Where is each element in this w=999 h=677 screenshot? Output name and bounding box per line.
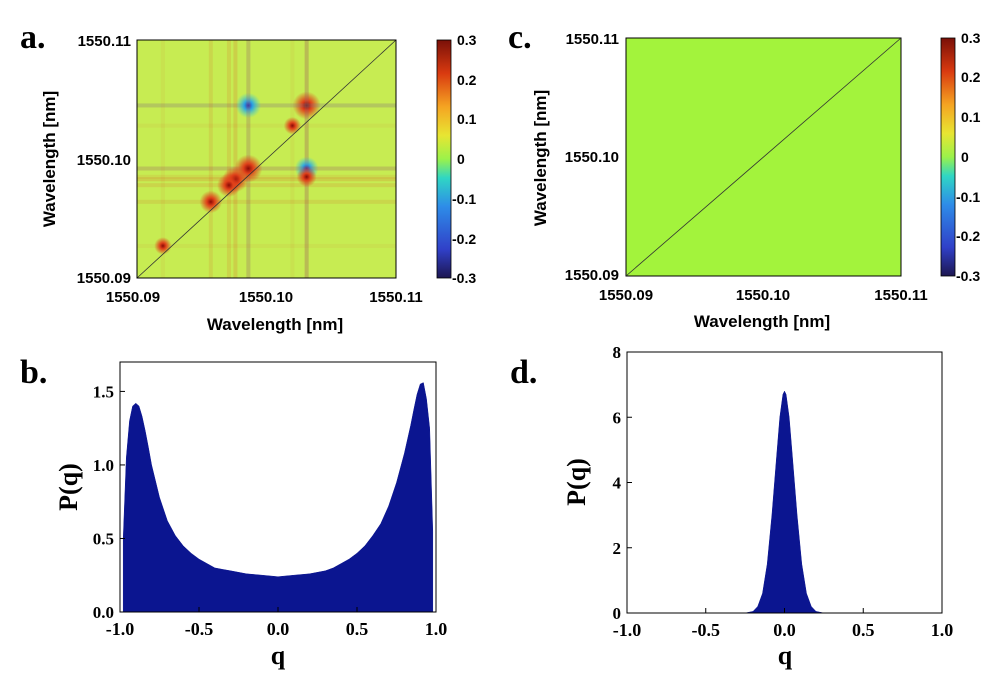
c-ytick-top: 1550.11 — [566, 31, 619, 48]
b-ylabel: P(q) — [54, 463, 83, 511]
panel-label-b: b. — [20, 354, 47, 391]
colorbar-c-tick: 0.3 — [961, 30, 981, 46]
a-xlabel: Wavelength [nm] — [207, 315, 343, 334]
panel-label-a: a. — [20, 19, 46, 56]
y-tick-label: 0 — [613, 604, 622, 623]
x-tick-label: 1.0 — [931, 620, 954, 640]
a-xtick-left: 1550.09 — [106, 289, 160, 306]
x-tick-label: -1.0 — [106, 619, 135, 639]
x-tick-label: 0.5 — [346, 619, 369, 639]
heatmap-a-streak — [290, 40, 295, 278]
heatmap-a-streak — [226, 40, 231, 278]
colorbar-a-tick: -0.2 — [452, 231, 476, 247]
heatmap-a-cell — [154, 237, 172, 255]
colorbar-a-tick: -0.1 — [452, 191, 476, 207]
heatmap-a-streak — [137, 103, 396, 108]
heatmap-a-streak — [137, 103, 396, 108]
heatmap-a-streak — [137, 183, 396, 188]
heatmap-c-diagonal — [625, 37, 902, 277]
x-tick-label: 1.0 — [425, 619, 448, 639]
heatmap-a-streak — [137, 199, 396, 204]
y-tick-label: 6 — [613, 408, 622, 427]
histogram-d-area — [745, 390, 824, 614]
heatmap-a-streak — [208, 40, 213, 278]
colorbar-c-tick: 0 — [961, 149, 969, 165]
colorbar-c-tick: 0.1 — [961, 109, 981, 125]
heatmap-a-streak — [304, 40, 309, 278]
heatmap-a-cell — [292, 91, 321, 120]
y-tick-label: 1.0 — [93, 456, 114, 475]
c-xtick-left: 1550.09 — [599, 287, 653, 304]
heatmap-c — [625, 37, 902, 277]
x-tick-label: 0.0 — [267, 619, 290, 639]
colorbar-a-tick: 0.1 — [457, 111, 477, 127]
colorbar-c: 0.3 0.2 0.1 0 -0.1 -0.2 -0.3 — [940, 30, 981, 284]
heatmap-a-streak — [137, 177, 396, 182]
b-xlabel: q — [271, 641, 286, 670]
c-ytick-bottom: 1550.09 — [565, 267, 619, 284]
heatmap-a-streak — [160, 40, 165, 278]
heatmap-a-frame — [136, 39, 397, 279]
d-xlabel: q — [778, 641, 793, 670]
colorbar-c-tick: -0.2 — [956, 228, 980, 244]
heatmap-a-cell — [217, 173, 241, 198]
colorbar-a-bar — [436, 39, 452, 279]
c-xtick-right: 1550.11 — [874, 287, 927, 304]
histogram-b: -1.0 -0.5 0.0 0.5 1.0 0.0 0.5 1.0 1.5 — [93, 361, 448, 639]
colorbar-c-bar — [940, 37, 956, 277]
panel-label-c: c. — [508, 19, 532, 56]
colorbar-a-tick: 0.2 — [457, 72, 477, 88]
a-ytick-bottom: 1550.09 — [77, 270, 131, 287]
heatmap-a — [136, 39, 397, 279]
heatmap-a-diagonal — [136, 39, 397, 279]
colorbar-a: 0.3 0.2 0.1 0 -0.1 -0.2 -0.3 — [436, 32, 477, 286]
a-xtick-right: 1550.11 — [369, 289, 422, 306]
a-xtick-mid: 1550.10 — [239, 289, 293, 306]
heatmap-a-cell — [296, 166, 317, 187]
heatmap-a-cell — [283, 116, 302, 135]
colorbar-c-tick: -0.1 — [956, 189, 980, 205]
heatmap-a-streak — [137, 166, 396, 171]
y-tick-label: 0.0 — [93, 603, 114, 622]
colorbar-c-tick: -0.3 — [956, 268, 980, 284]
x-tick-label: -0.5 — [692, 620, 721, 640]
histogram-b-area — [122, 382, 434, 613]
d-ylabel: P(q) — [562, 458, 591, 506]
panel-label-d: d. — [510, 354, 537, 391]
y-tick-label: 0.5 — [93, 529, 114, 548]
histogram-d: -1.0 -0.5 0.0 0.5 1.0 0 2 4 6 8 — [613, 343, 954, 640]
heatmap-a-streak — [137, 166, 396, 171]
colorbar-a-tick: 0 — [457, 151, 465, 167]
colorbar-c-tick: 0.2 — [961, 69, 981, 85]
y-tick-label: 8 — [613, 343, 622, 362]
heatmap-a-streak — [137, 243, 396, 248]
colorbar-a-tick: 0.3 — [457, 32, 477, 48]
colorbar-a-tick: -0.3 — [452, 270, 476, 286]
a-ytick-top: 1550.11 — [78, 33, 131, 50]
x-tick-label: 0.0 — [773, 620, 796, 640]
x-tick-label: -1.0 — [613, 620, 642, 640]
y-tick-label: 4 — [613, 474, 622, 493]
c-ytick-mid: 1550.10 — [565, 149, 619, 166]
y-tick-label: 2 — [613, 539, 622, 558]
c-xlabel: Wavelength [nm] — [694, 312, 830, 331]
c-ylabel: Wavelength [nm] — [531, 90, 550, 226]
x-tick-label: -0.5 — [185, 619, 214, 639]
x-tick-label: 0.5 — [852, 620, 875, 640]
a-ytick-mid: 1550.10 — [77, 152, 131, 169]
heatmap-a-cell — [199, 190, 223, 214]
heatmap-a-streak — [233, 40, 238, 278]
c-xtick-mid: 1550.10 — [736, 287, 790, 304]
a-ylabel: Wavelength [nm] — [40, 91, 59, 227]
y-tick-label: 1.5 — [93, 382, 114, 401]
heatmap-a-streak — [137, 174, 396, 179]
heatmap-a-streak — [137, 123, 396, 128]
heatmap-a-cell — [235, 92, 262, 119]
